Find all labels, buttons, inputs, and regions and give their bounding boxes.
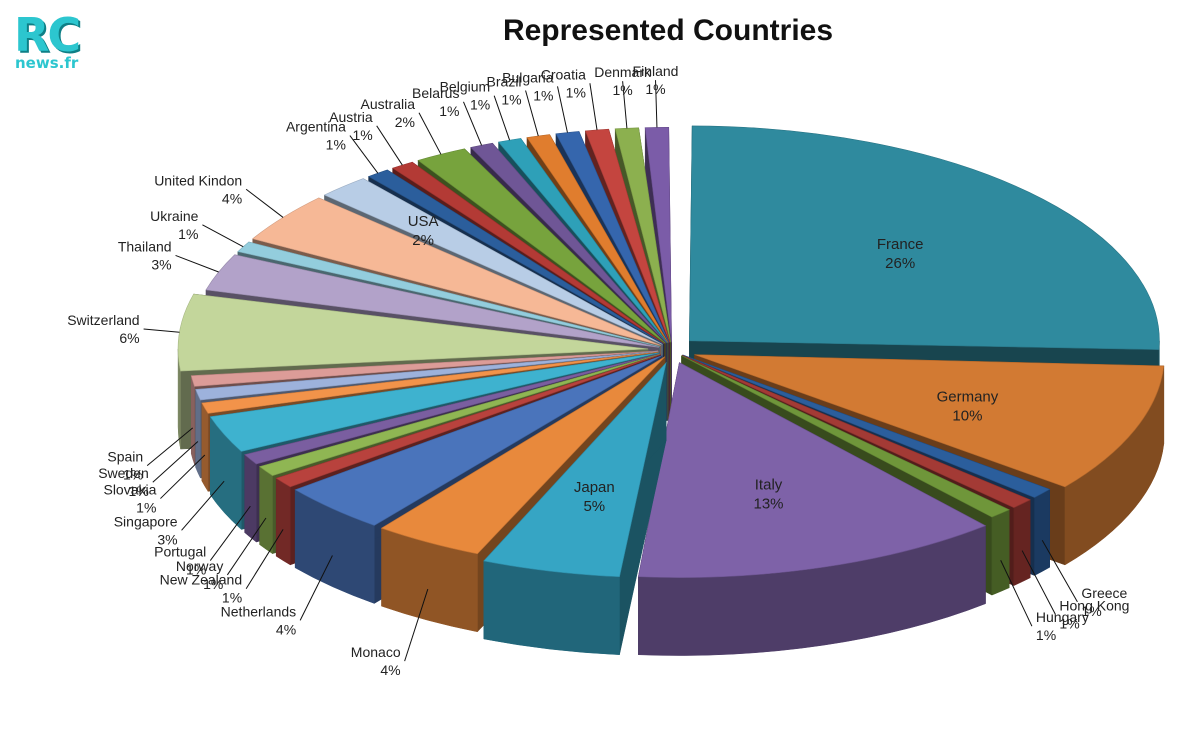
- value-italy: 13%: [754, 495, 784, 512]
- leader-sweden: [152, 441, 199, 483]
- label-bulgaria: Bulgaria: [502, 69, 554, 85]
- value-norway: 1%: [203, 576, 223, 592]
- value-new-zealand: 1%: [222, 590, 242, 606]
- label-netherlands: Netherlands: [221, 603, 297, 619]
- label-japan: Japan: [574, 479, 615, 496]
- leader-singapore: [181, 480, 225, 531]
- value-united-kindon: 4%: [222, 190, 242, 206]
- rc-news-logo: RC news.fr: [12, 8, 92, 74]
- leader-bulgaria: [557, 86, 568, 133]
- slice-japan: [483, 361, 667, 655]
- leader-finland: [655, 80, 658, 128]
- label-finland: Finland: [633, 63, 679, 79]
- label-switzerland: Switzerland: [67, 312, 139, 328]
- label-belarus: Belarus: [412, 85, 459, 101]
- leader-spain: [146, 427, 194, 467]
- label-thailand: Thailand: [118, 238, 172, 254]
- label-germany: Germany: [937, 388, 999, 405]
- value-australia: 2%: [395, 114, 415, 130]
- value-portugal: 1%: [186, 562, 206, 578]
- value-denmark: 1%: [612, 82, 632, 98]
- leader-greece: [1041, 539, 1078, 603]
- value-usa: 2%: [412, 232, 434, 249]
- label-hungary: Hungary: [1036, 609, 1089, 625]
- value-netherlands: 4%: [276, 621, 296, 637]
- label-spain: Spain: [107, 449, 143, 465]
- leader-brazil: [525, 90, 539, 137]
- leader-austria: [376, 125, 403, 166]
- label-brazil: Brazil: [487, 74, 522, 90]
- value-slovakia: 1%: [136, 500, 156, 516]
- leader-argentina: [349, 135, 379, 174]
- label-australia: Australia: [361, 96, 416, 112]
- logo-subtext: news.fr: [15, 54, 79, 72]
- label-united-kindon: United Kindon: [154, 172, 242, 188]
- value-switzerland: 6%: [119, 330, 139, 346]
- leader-norway: [226, 517, 267, 576]
- value-greece: 1%: [1081, 603, 1101, 619]
- leader-monaco: [404, 588, 429, 662]
- value-france: 26%: [885, 255, 915, 272]
- label-austria: Austria: [329, 109, 373, 125]
- label-argentina: Argentina: [286, 119, 346, 135]
- leader-croatia: [589, 83, 598, 131]
- value-hungary: 1%: [1036, 627, 1056, 643]
- label-monaco: Monaco: [351, 644, 401, 660]
- leader-switzerland: [143, 328, 180, 333]
- leader-thailand: [175, 254, 219, 273]
- label-sweden: Sweden: [98, 465, 149, 481]
- value-sweden: 1%: [129, 483, 149, 499]
- label-new-zealand: New Zealand: [160, 572, 243, 588]
- chart-title: Represented Countries: [503, 14, 833, 47]
- label-singapore: Singapore: [114, 513, 178, 529]
- label-ukraine: Ukraine: [150, 208, 198, 224]
- label-france: France: [877, 236, 924, 253]
- value-monaco: 4%: [380, 662, 400, 678]
- label-croatia: Croatia: [541, 66, 586, 82]
- value-japan: 5%: [583, 498, 605, 515]
- label-usa: USA: [408, 213, 439, 230]
- label-norway: Norway: [176, 558, 223, 574]
- leader-united-kindon: [245, 188, 284, 218]
- leader-denmark: [622, 81, 628, 129]
- value-bulgaria: 1%: [533, 87, 553, 103]
- value-hong-kong: 1%: [1059, 615, 1079, 631]
- value-ukraine: 1%: [178, 226, 198, 242]
- value-brazil: 1%: [501, 92, 521, 108]
- label-belgium: Belgium: [440, 79, 491, 95]
- leader-new-zealand: [245, 529, 284, 589]
- leader-ukraine: [202, 224, 244, 248]
- label-slovakia: Slovakia: [103, 482, 156, 498]
- value-croatia: 1%: [566, 84, 586, 100]
- value-germany: 10%: [952, 407, 982, 424]
- value-belgium: 1%: [470, 97, 490, 113]
- value-austria: 1%: [352, 127, 372, 143]
- leader-netherlands: [299, 555, 333, 621]
- value-finland: 1%: [645, 81, 665, 97]
- label-hong-kong: Hong Kong: [1059, 597, 1129, 613]
- leader-portugal: [209, 505, 251, 561]
- leader-slovakia: [160, 454, 206, 499]
- leader-australia: [418, 112, 442, 155]
- leader-hong-kong: [1021, 550, 1056, 615]
- leader-belgium: [493, 95, 511, 141]
- value-belarus: 1%: [439, 103, 459, 119]
- label-greece: Greece: [1081, 585, 1127, 601]
- slice-italy: [637, 362, 987, 656]
- value-argentina: 1%: [326, 137, 346, 153]
- pie-slices: [177, 125, 1165, 656]
- logo-mark: RC: [14, 8, 81, 62]
- leader-belarus: [463, 101, 483, 146]
- value-spain: 1%: [123, 467, 143, 483]
- label-portugal: Portugal: [154, 544, 206, 560]
- label-denmark: Denmark: [594, 64, 652, 80]
- value-thailand: 3%: [151, 256, 171, 272]
- value-singapore: 3%: [157, 531, 177, 547]
- label-italy: Italy: [755, 476, 783, 493]
- leader-hungary: [1000, 560, 1033, 627]
